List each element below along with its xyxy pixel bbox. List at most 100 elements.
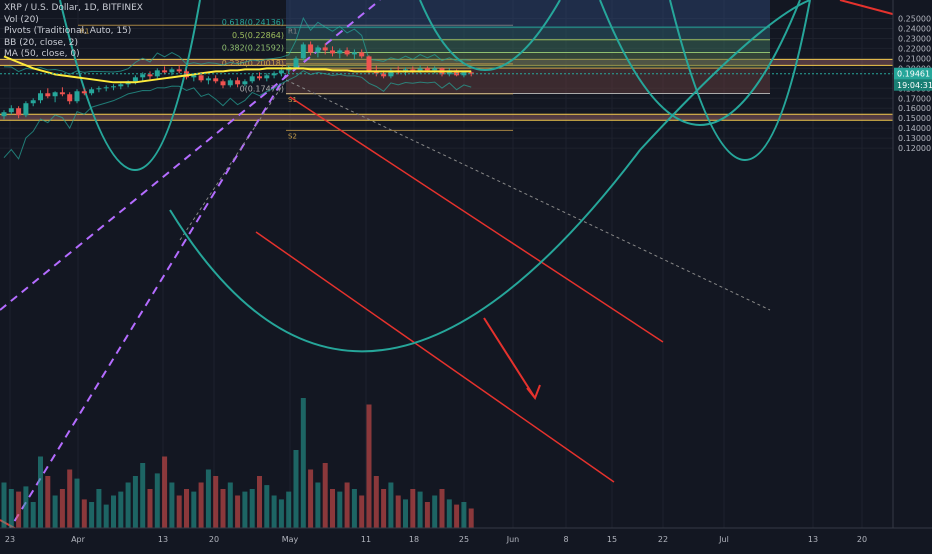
volume-bar[interactable] [74, 478, 80, 528]
volume-bar[interactable] [395, 495, 401, 529]
teal-arc[interactable] [169, 149, 641, 353]
teal-arc[interactable] [669, 0, 811, 161]
candle-body[interactable] [468, 72, 474, 74]
candle-body[interactable] [176, 69, 182, 72]
candle-body[interactable] [359, 52, 365, 57]
candle-body[interactable] [52, 92, 58, 97]
red-arrow-top[interactable] [839, 0, 901, 17]
candle-body[interactable] [23, 103, 29, 116]
time-axis[interactable] [0, 528, 932, 550]
volume-bar[interactable] [308, 469, 314, 529]
candle-body[interactable] [227, 80, 233, 86]
last-price-badge[interactable] [894, 67, 932, 80]
volume-bar[interactable] [249, 489, 255, 528]
candle-body[interactable] [111, 86, 116, 88]
bollinger-lower[interactable] [3, 70, 472, 160]
red-trendline-upper[interactable] [289, 96, 664, 343]
candle-body[interactable] [235, 80, 241, 85]
candle-body[interactable] [271, 73, 277, 76]
candle-body[interactable] [162, 70, 168, 73]
volume-bar[interactable] [242, 491, 248, 528]
candle-body[interactable] [45, 93, 51, 97]
candle-body[interactable] [198, 75, 204, 81]
candle-body[interactable] [96, 88, 102, 90]
volume-bar[interactable] [1, 482, 7, 529]
teal-arc[interactable] [639, 0, 811, 151]
volume-bar[interactable] [30, 502, 36, 528]
volume-bar[interactable] [388, 482, 394, 529]
candle-body[interactable] [337, 50, 343, 54]
volume-bar[interactable] [351, 489, 357, 528]
volume-bar[interactable] [257, 476, 262, 528]
volume-bar[interactable] [264, 485, 270, 528]
volume-bar[interactable] [96, 489, 102, 528]
candle-body[interactable] [308, 44, 314, 53]
price-axis[interactable] [893, 0, 932, 550]
volume-bar[interactable] [154, 473, 160, 528]
volume-bar[interactable] [59, 489, 65, 528]
volume-bar[interactable] [132, 476, 138, 528]
chart-title[interactable]: XRP / U.S. Dollar, 1D, BITFINEX [4, 3, 143, 13]
red-trendline-lower[interactable] [255, 231, 615, 483]
projection-arrow[interactable] [483, 317, 541, 400]
candle-body[interactable] [81, 91, 87, 94]
volume-bar[interactable] [103, 504, 109, 528]
bollinger-upper[interactable] [3, 16, 472, 75]
candle-body[interactable] [322, 47, 328, 51]
candle-body[interactable] [220, 81, 226, 86]
candle-body[interactable] [454, 70, 460, 76]
candle-body[interactable] [67, 94, 73, 102]
volume-bar[interactable] [403, 499, 408, 528]
volume-bar[interactable] [125, 482, 131, 529]
volume-bar[interactable] [52, 495, 58, 529]
indicator-pivots[interactable]: Pivots (Traditional, Auto, 15) [4, 26, 132, 36]
volume-bar[interactable] [410, 489, 416, 528]
volume-bar[interactable] [461, 502, 467, 528]
volume-bar[interactable] [366, 404, 372, 529]
candle-body[interactable] [330, 50, 335, 54]
volume-bar[interactable] [38, 456, 43, 529]
candle-body[interactable] [315, 47, 321, 53]
candle-body[interactable] [293, 58, 299, 68]
support-resistance-zone[interactable] [0, 114, 893, 121]
volume-bar[interactable] [439, 489, 445, 528]
volume-bar[interactable] [227, 482, 233, 529]
candle-body[interactable] [74, 91, 80, 102]
candle-body[interactable] [242, 81, 248, 85]
indicator-bollinger[interactable]: BB (20, close, 2) [4, 37, 79, 48]
volume-bar[interactable] [468, 508, 474, 529]
candle-body[interactable] [213, 78, 219, 82]
volume-bar[interactable] [147, 489, 153, 528]
volume-bar[interactable] [213, 476, 219, 528]
candle-body[interactable] [30, 100, 36, 104]
candle-body[interactable] [264, 75, 270, 79]
volume-bar[interactable] [162, 456, 168, 529]
teal-arc[interactable] [59, 0, 201, 171]
candle-body[interactable] [103, 87, 109, 89]
volume-bar[interactable] [23, 486, 29, 528]
candle-body[interactable] [461, 72, 467, 76]
candle-body[interactable] [417, 68, 423, 72]
volume-bar[interactable] [359, 495, 365, 529]
volume-bar[interactable] [432, 495, 438, 529]
candle-body[interactable] [38, 93, 43, 101]
candle-body[interactable] [278, 70, 284, 74]
volume-bar[interactable] [315, 482, 321, 529]
volume-bar[interactable] [454, 504, 460, 528]
volume-bar[interactable] [446, 499, 452, 528]
candle-body[interactable] [366, 56, 372, 72]
volume-bar[interactable] [81, 499, 87, 528]
volume-bar[interactable] [176, 495, 182, 529]
candle-body[interactable] [344, 50, 350, 55]
indicator-ma[interactable]: MA (50, close, 0) [4, 49, 80, 59]
candle-body[interactable] [351, 52, 357, 55]
volume-bar[interactable] [184, 489, 189, 528]
volume-bar[interactable] [235, 495, 241, 529]
volume-bar[interactable] [169, 482, 175, 529]
volume-bar[interactable] [293, 450, 299, 528]
candle-body[interactable] [424, 68, 430, 71]
candle-body[interactable] [132, 77, 138, 82]
volume-bar[interactable] [322, 463, 328, 528]
channel-line-lower[interactable] [0, 74, 287, 546]
